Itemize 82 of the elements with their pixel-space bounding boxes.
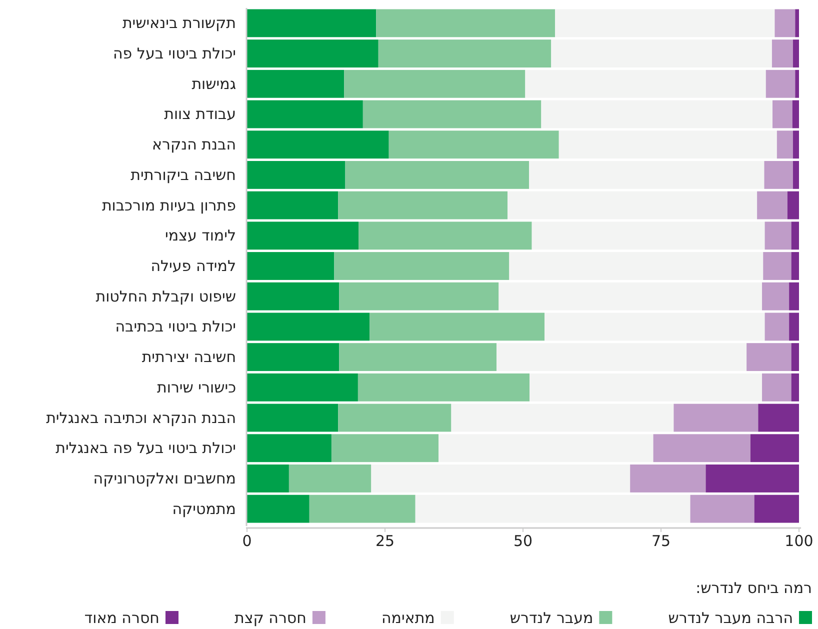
y-tick-label: הבנת הנקרא וכתיבה באנגלית (46, 408, 236, 427)
bar (772, 100, 792, 128)
bar (247, 9, 376, 38)
bar (415, 494, 690, 523)
y-tick-label: כישורי שירות (157, 378, 236, 396)
bar (772, 40, 793, 68)
bar (791, 343, 799, 372)
bar (754, 494, 799, 523)
legend-label: מתאימה (381, 609, 435, 627)
bar (774, 9, 796, 38)
x-tick-label: 50 (513, 532, 533, 550)
y-tick-label: יכולת ביטוי בכתיבה (115, 318, 236, 336)
legend-label: חסרה קצת (234, 609, 306, 627)
bar (247, 494, 310, 523)
bar (247, 222, 359, 250)
x-tick-label: 0 (242, 532, 252, 550)
bar (247, 282, 340, 310)
bar (795, 70, 799, 98)
bar (247, 312, 370, 341)
x-tick-label: 100 (784, 532, 814, 550)
bar (746, 343, 792, 372)
y-tick-label: לימוד עצמי (165, 226, 236, 245)
bar (792, 160, 799, 189)
y-tick-label: יכולת ביטוי בעל פה באנגלית (56, 439, 236, 458)
y-tick-label: יכולת ביטוי בעל פה (112, 44, 236, 63)
bar (766, 70, 796, 98)
y-tick-label: מתמטיקה (172, 500, 236, 518)
bar (792, 100, 799, 128)
legend-label: חסרה מאוד (84, 609, 160, 627)
y-tick-label: מחשבים ואלקטרוניקה (93, 469, 236, 488)
y-tick-label: למידה פעילה (150, 257, 236, 275)
bar (792, 40, 799, 68)
bar (706, 464, 799, 492)
bar (555, 9, 775, 38)
bar (791, 373, 799, 402)
bar (792, 130, 799, 159)
y-tick-label: הבנת הנקרא (152, 136, 236, 154)
bar (247, 464, 289, 492)
bar (247, 343, 340, 372)
bar (789, 312, 799, 341)
x-tick-label: 75 (651, 532, 671, 550)
bar (247, 70, 344, 98)
bar (690, 494, 754, 523)
y-tick-label: חשיבה יצירתית (142, 348, 236, 366)
bar (288, 464, 372, 492)
bar (762, 373, 792, 402)
bar (376, 9, 556, 38)
bar (764, 160, 793, 189)
bar (776, 130, 793, 159)
bar (758, 404, 799, 432)
bar (789, 282, 799, 310)
bar (630, 464, 706, 492)
y-tick-label: חשיבה ביקורתית (130, 166, 236, 184)
y-tick-label: שיפוט וקבלת החלטות (96, 287, 236, 306)
bar (247, 191, 338, 220)
bar (247, 160, 346, 189)
bar (762, 282, 790, 310)
bar (795, 9, 799, 38)
bar (763, 252, 792, 280)
bar (247, 130, 389, 159)
legend-label: הרבה מעבר לנדרש (668, 609, 793, 627)
y-tick-label: גמישות (192, 74, 236, 93)
bar (247, 40, 378, 68)
x-tick-label: 25 (375, 532, 395, 550)
bar (247, 373, 358, 402)
bar (750, 434, 799, 462)
legend-label: מעבר לנדרש (510, 609, 594, 627)
bar (247, 434, 332, 462)
legend-title: רמה ביחס לנדרש: (696, 579, 812, 597)
bar (309, 494, 416, 523)
bar (791, 222, 799, 250)
y-tick-label: עבודת צוות (164, 105, 236, 124)
bar (247, 100, 363, 128)
bar (764, 222, 792, 250)
bar (787, 191, 799, 220)
y-tick-label: תקשורת בינאישית (122, 14, 236, 32)
bar (764, 312, 790, 341)
bar (757, 191, 788, 220)
bar (791, 252, 799, 280)
bar (247, 404, 338, 432)
y-tick-label: פתרון בעיות מורכבות (102, 196, 236, 214)
bar (247, 252, 334, 280)
